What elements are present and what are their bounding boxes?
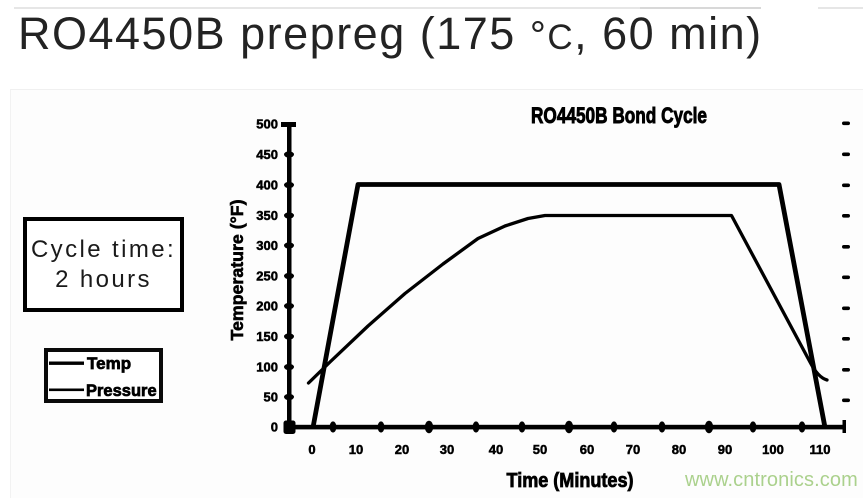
svg-text:400: 400 [256, 178, 278, 193]
svg-text:30: 30 [440, 442, 454, 457]
svg-text:RO4450B Bond Cycle: RO4450B Bond Cycle [531, 103, 707, 128]
svg-text:0: 0 [308, 442, 315, 457]
svg-text:100: 100 [256, 360, 278, 375]
svg-text:90: 90 [718, 442, 732, 457]
svg-text:Time (Minutes): Time (Minutes) [507, 470, 634, 492]
svg-text:40: 40 [489, 442, 503, 457]
svg-text:Temp: Temp [87, 354, 131, 373]
svg-text:200: 200 [256, 299, 278, 314]
svg-text:80: 80 [672, 442, 686, 457]
svg-text:500: 500 [256, 117, 278, 132]
svg-text:70: 70 [626, 442, 640, 457]
svg-text:20: 20 [395, 442, 409, 457]
svg-text:0: 0 [271, 420, 278, 435]
svg-text:110: 110 [810, 442, 831, 457]
svg-text:Pressure: Pressure [86, 382, 157, 400]
svg-text:450: 450 [256, 147, 278, 162]
svg-text:10: 10 [349, 442, 363, 457]
svg-text:300: 300 [256, 238, 278, 253]
svg-text:60: 60 [580, 442, 594, 457]
svg-text:Temperature (°F): Temperature (°F) [227, 200, 247, 341]
svg-text:150: 150 [256, 329, 278, 344]
svg-text:250: 250 [256, 269, 278, 284]
svg-text:350: 350 [256, 208, 278, 223]
svg-text:100: 100 [762, 442, 784, 457]
svg-text:50: 50 [533, 442, 547, 457]
svg-text:50: 50 [264, 390, 278, 405]
